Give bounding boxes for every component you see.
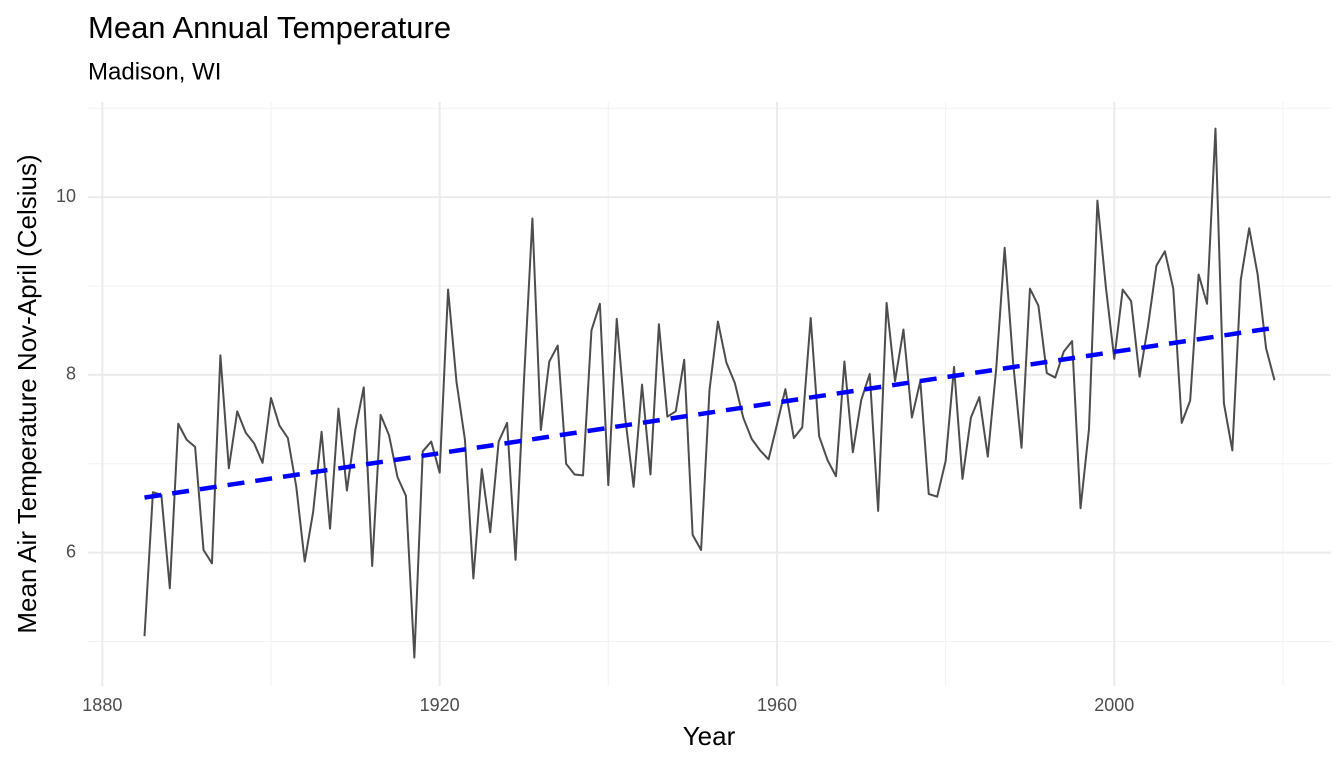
data-line xyxy=(143,127,1276,659)
trend-line xyxy=(144,325,1275,500)
y-tick-label: 6 xyxy=(66,541,76,561)
y-tick-label: 10 xyxy=(56,186,76,206)
x-tick-label: 1920 xyxy=(420,695,460,715)
y-axis-title: Mean Air Temperature Nov-April (Celsius) xyxy=(12,154,42,633)
chart-title: Mean Annual Temperature xyxy=(88,10,451,45)
x-tick-label: 1880 xyxy=(82,695,122,715)
x-tick-label: 1960 xyxy=(757,695,797,715)
x-axis-title: Year xyxy=(683,721,736,751)
x-tick-label: 2000 xyxy=(1094,695,1134,715)
chart-subtitle: Madison, WI xyxy=(88,58,221,85)
y-tick-label: 8 xyxy=(66,364,76,384)
